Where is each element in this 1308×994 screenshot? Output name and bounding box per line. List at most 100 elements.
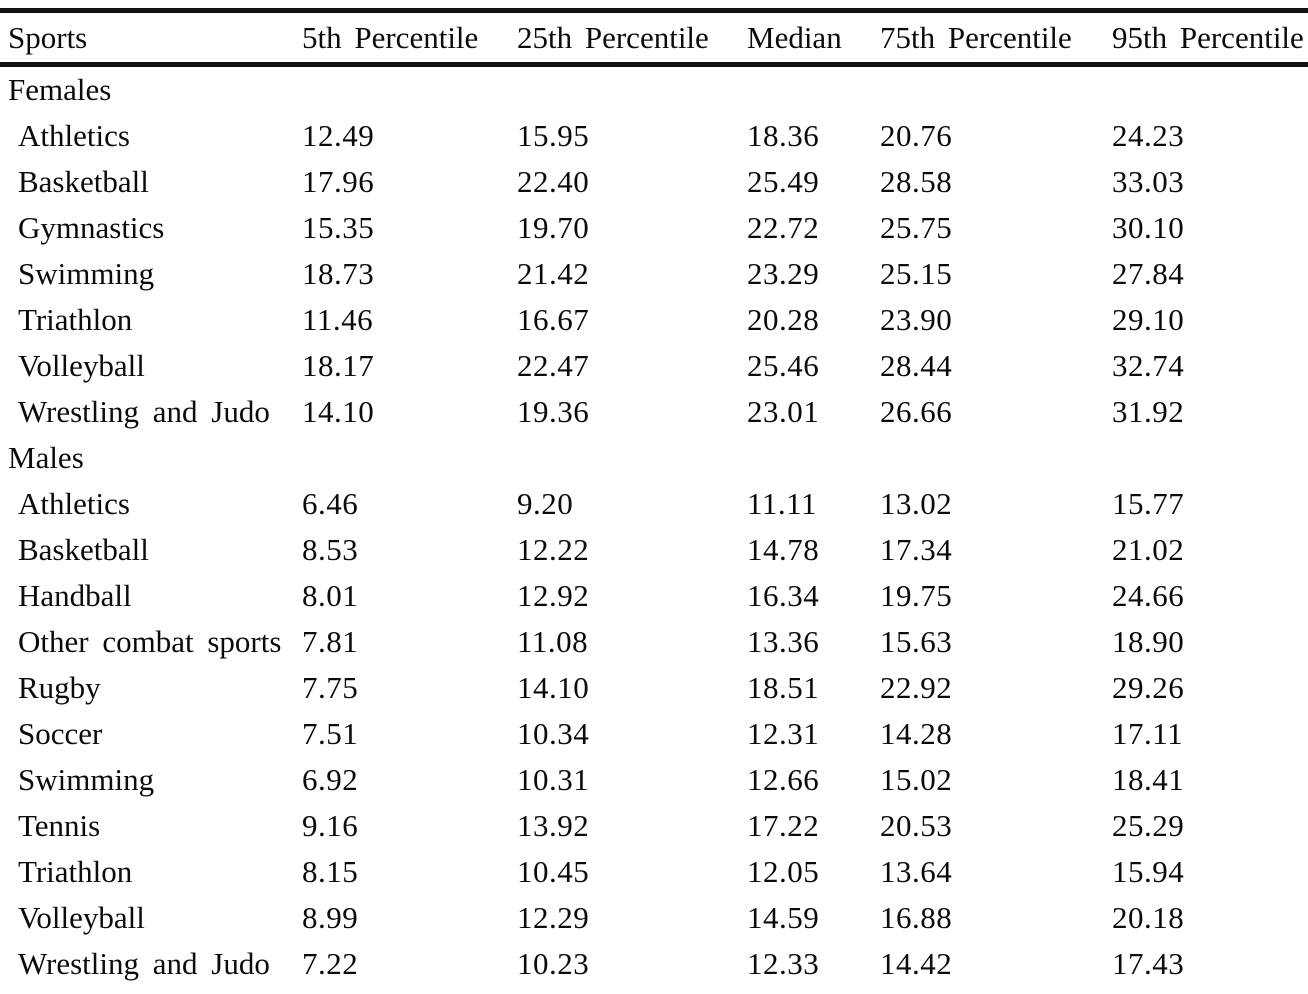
cell-percentile-value: 12.66 [747,762,820,797]
cell-percentile-value: 22.47 [517,348,590,383]
cell-percentile-value: 23.90 [880,302,953,337]
cell-percentile-value: 22.92 [880,670,953,705]
cell-percentile-value: 15.94 [1112,854,1185,889]
cell-percentile-value: 12.22 [517,532,590,567]
cell-percentile-value: 12.05 [747,854,820,889]
cell-sport-name: Triathlon [18,854,133,889]
cell-percentile-value: 11.46 [302,302,374,337]
cell-sport-name: Wrestling and Judo [18,946,270,981]
cell-percentile-value: 17.11 [1112,716,1184,751]
cell-sport-name: Wrestling and Judo [18,394,270,429]
cell-sport-name: Swimming [18,256,155,291]
table-row: Other combat sports 7.81 11.08 13.36 15.63 18… [0,619,1308,665]
cell-percentile-value: 33.03 [1112,164,1185,199]
cell-sport-name: Athletics [18,118,130,153]
cell-sport-name: Swimming [18,762,155,797]
section-label: Males [8,440,84,475]
table-row: Wrestling and Judo 7.22 10.23 12.33 14.42 17.… [0,941,1308,987]
cell-percentile-value: 14.28 [880,716,953,751]
table-row: Triathlon 8.15 10.45 12.05 13.64 15.94 [0,849,1308,895]
table-row: Gymnastics 15.35 19.70 22.72 25.75 30.10 [0,205,1308,251]
cell-percentile-value: 25.49 [747,164,820,199]
cell-percentile-value: 18.73 [302,256,375,291]
cell-percentile-value: 13.36 [747,624,820,659]
cell-sport-name: Tennis [18,808,101,843]
cell-percentile-value: 12.29 [517,900,590,935]
cell-sport-name: Basketball [18,532,149,567]
column-header-25th-percentile: 25th Percentile [517,8,747,67]
section-row: Females [0,65,1308,114]
cell-percentile-value: 18.17 [302,348,375,383]
cell-percentile-value: 6.46 [302,486,359,521]
column-header-75th-percentile: 75th Percentile [880,8,1112,67]
cell-percentile-value: 17.43 [1112,946,1185,981]
cell-percentile-value: 15.77 [1112,486,1185,521]
cell-percentile-value: 21.02 [1112,532,1185,567]
cell-percentile-value: 18.51 [747,670,820,705]
column-header-5th-percentile: 5th Percentile [302,8,517,67]
table-row: Athletics 12.49 15.95 18.36 20.76 24.23 [0,113,1308,159]
cell-percentile-value: 12.49 [302,118,375,153]
table-row: Tennis 9.16 13.92 17.22 20.53 25.29 [0,803,1308,849]
table-row: Volleyball 18.17 22.47 25.46 28.44 32.74 [0,343,1308,389]
cell-percentile-value: 20.28 [747,302,820,337]
cell-percentile-value: 25.29 [1112,808,1185,843]
cell-percentile-value: 14.10 [302,394,375,429]
cell-percentile-value: 17.22 [747,808,820,843]
cell-percentile-value: 15.35 [302,210,375,245]
cell-percentile-value: 27.84 [1112,256,1185,291]
cell-percentile-value: 10.45 [517,854,590,889]
cell-percentile-value: 9.20 [517,486,574,521]
cell-percentile-value: 7.22 [302,946,359,981]
cell-percentile-value: 13.02 [880,486,953,521]
cell-sport-name: Soccer [18,716,103,751]
cell-percentile-value: 28.44 [880,348,953,383]
cell-sport-name: Athletics [18,486,130,521]
table-row: Soccer 7.51 10.34 12.31 14.28 17.11 [0,711,1308,757]
cell-percentile-value: 12.31 [747,716,820,751]
cell-percentile-value: 15.02 [880,762,953,797]
cell-percentile-value: 8.15 [302,854,359,889]
cell-percentile-value: 11.11 [747,486,817,521]
table-row: Athletics 6.46 9.20 11.11 13.02 15.77 [0,481,1308,527]
cell-percentile-value: 16.34 [747,578,820,613]
cell-percentile-value: 12.92 [517,578,590,613]
cell-percentile-value: 19.70 [517,210,590,245]
cell-percentile-value: 29.10 [1112,302,1185,337]
cell-percentile-value: 12.33 [747,946,820,981]
cell-percentile-value: 13.64 [880,854,953,889]
cell-percentile-value: 8.99 [302,900,359,935]
cell-percentile-value: 24.23 [1112,118,1185,153]
cell-percentile-value: 8.53 [302,532,359,567]
cell-percentile-value: 20.53 [880,808,953,843]
cell-percentile-value: 22.72 [747,210,820,245]
cell-percentile-value: 22.40 [517,164,590,199]
table-row: Swimming 6.92 10.31 12.66 15.02 18.41 [0,757,1308,803]
cell-percentile-value: 7.81 [302,624,359,659]
table-row: Swimming 18.73 21.42 23.29 25.15 27.84 [0,251,1308,297]
cell-percentile-value: 14.10 [517,670,590,705]
cell-percentile-value: 19.36 [517,394,590,429]
cell-percentile-value: 11.08 [517,624,589,659]
table-row: Wrestling and Judo 14.10 19.36 23.01 26.66 31… [0,389,1308,435]
cell-sport-name: Volleyball [18,348,145,383]
cell-percentile-value: 20.76 [880,118,953,153]
cell-percentile-value: 29.26 [1112,670,1185,705]
section-label: Females [8,72,112,107]
cell-percentile-value: 10.31 [517,762,590,797]
cell-percentile-value: 8.01 [302,578,359,613]
cell-percentile-value: 28.58 [880,164,953,199]
cell-percentile-value: 17.96 [302,164,375,199]
cell-percentile-value: 20.18 [1112,900,1185,935]
cell-percentile-value: 6.92 [302,762,359,797]
table-body: Females Athletics 12.49 15.95 18.36 20.76 24.2… [0,65,1308,988]
cell-percentile-value: 18.90 [1112,624,1185,659]
cell-sport-name: Gymnastics [18,210,165,245]
cell-percentile-value: 14.59 [747,900,820,935]
cell-sport-name: Triathlon [18,302,133,337]
section-row: Males [0,435,1308,481]
cell-percentile-value: 15.95 [517,118,590,153]
cell-percentile-value: 25.75 [880,210,953,245]
cell-sport-name: Volleyball [18,900,145,935]
